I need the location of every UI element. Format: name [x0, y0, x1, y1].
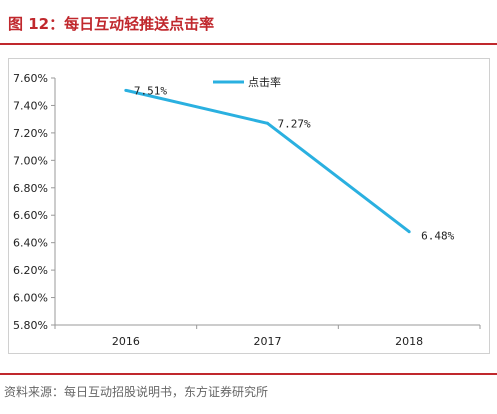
series-line	[125, 88, 411, 233]
data-point	[266, 121, 269, 125]
x-tick-label: 2017	[254, 335, 282, 348]
data-point	[124, 88, 128, 92]
data-label: 7.51%	[134, 84, 167, 97]
x-axis-ticks: 2016 2017 2018	[54, 325, 481, 348]
figure-title: 图 12：每日互动轻推送点击率	[8, 15, 215, 33]
y-tick-label: 6.20%	[13, 264, 48, 277]
title-divider	[0, 43, 497, 45]
legend-label: 点击率	[248, 75, 281, 89]
y-tick-label: 7.40%	[13, 99, 48, 112]
y-tick-label: 7.00%	[13, 154, 48, 167]
footer-divider	[0, 373, 497, 375]
y-tick-label: 6.00%	[13, 292, 48, 305]
chart-axes	[54, 78, 480, 326]
y-axis-ticks: 5.80% 6.00% 6.20% 6.40% 6.60% 6.80% 7.00% 7.20%…	[13, 72, 55, 332]
data-label: 6.48%	[421, 230, 454, 243]
y-tick-label: 5.80%	[13, 319, 48, 332]
source-note: 资料来源：每日互动招股说明书，东方证券研究所	[4, 385, 269, 399]
x-tick-label: 2016	[112, 335, 140, 348]
y-tick-label: 6.80%	[13, 182, 48, 195]
y-tick-label: 7.20%	[13, 127, 48, 140]
data-point	[407, 230, 411, 234]
y-tick-label: 6.40%	[13, 237, 48, 250]
data-labels: 7.51% 7.27% 6.48%	[134, 84, 455, 242]
chart-frame	[8, 58, 490, 354]
series-layer	[124, 88, 411, 234]
chart-legend: 点击率	[213, 75, 281, 89]
y-tick-label: 7.60%	[13, 72, 48, 85]
data-label: 7.27%	[278, 117, 311, 130]
y-tick-label: 6.60%	[13, 209, 48, 222]
x-tick-label: 2018	[395, 335, 423, 348]
